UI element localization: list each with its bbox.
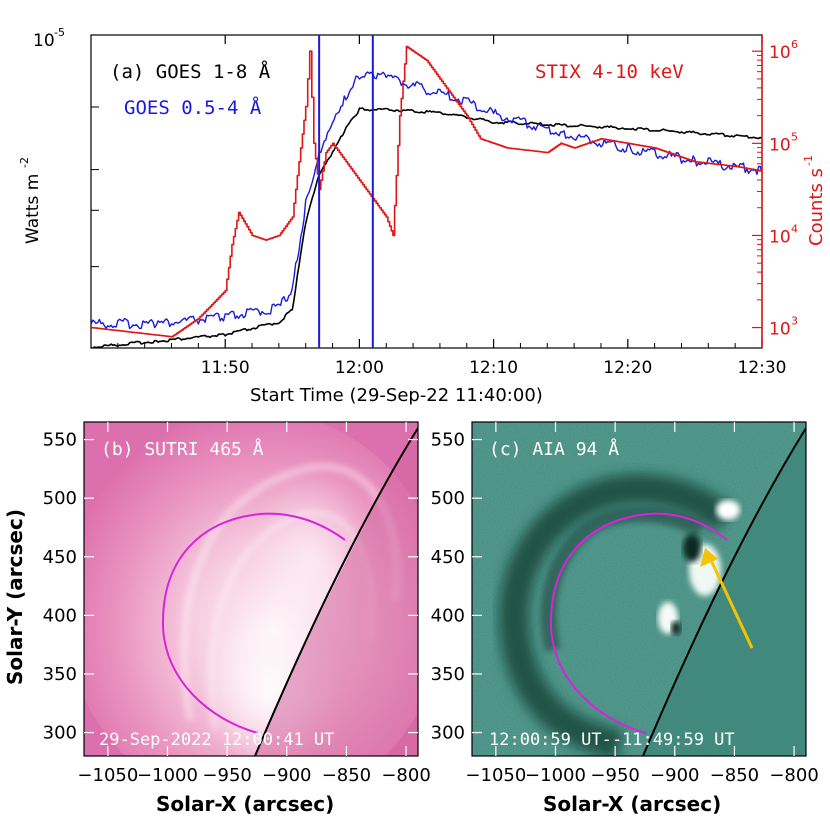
y-tick-label: 300 <box>431 723 465 744</box>
y-right-tick-label: 10 <box>769 320 791 340</box>
x-tick-label: −800 <box>381 765 430 786</box>
x-tick-label: −1000 <box>525 765 586 786</box>
panel-b-sutri-image: (b) SUTRI 465 Å 29-Sep-2022 12:00:41 UT … <box>3 421 431 816</box>
aia-arrow-shaft <box>708 557 754 649</box>
x-tick-label: −850 <box>322 765 371 786</box>
aia-dark-core-2 <box>671 621 681 635</box>
x-tick-label: 12:30 <box>738 358 787 378</box>
aia-fit-loop <box>549 512 728 734</box>
y-right-tick-label: 10 <box>769 43 791 63</box>
y-right-tick-exp: 5 <box>791 130 798 143</box>
sutri-disk-region <box>255 425 418 756</box>
aia-arrow-head <box>700 548 718 567</box>
y-tick-label: 550 <box>431 430 465 451</box>
y-tick-label: 550 <box>43 430 77 451</box>
panel-c-aia-image: (c) AIA 94 Å 12:00:59 UT--11:49:59 UT −1… <box>431 421 819 816</box>
x-tick-label: −950 <box>202 765 251 786</box>
legend-stix: STIX 4-10 keV <box>535 61 684 83</box>
panel-c-title: (c) AIA 94 Å <box>489 438 619 460</box>
x-tick-label: −1000 <box>137 765 198 786</box>
y-right-tick-label: 10 <box>769 135 791 155</box>
y-right-axis-label: Counts s <box>806 168 827 246</box>
y-tick-label: 450 <box>431 547 465 568</box>
y-tick-label: 500 <box>43 488 77 509</box>
y-right-axis-label-sup: -1 <box>802 155 815 166</box>
y-tick-label: 350 <box>43 664 77 685</box>
panel-b-x-axis-label: Solar-X (arcsec) <box>156 792 334 816</box>
panel-b-y-axis-label: Solar-Y (arcsec) <box>3 509 27 685</box>
series-line-goes-long <box>91 107 762 348</box>
aia-dark-shell <box>498 474 735 756</box>
aia-dark-core <box>683 534 701 562</box>
series-line-goes-short <box>91 71 762 330</box>
panel-c-x-axis-label: Solar-X (arcsec) <box>543 792 721 816</box>
x-tick-label: −900 <box>650 765 699 786</box>
y-right-tick-exp: 6 <box>791 38 798 51</box>
x-tick-label: −800 <box>769 765 818 786</box>
y-right-tick-exp: 4 <box>791 222 798 235</box>
y-tick-label: 300 <box>43 723 77 744</box>
aia-limb <box>642 427 806 756</box>
y-left-top-label: 10 <box>33 31 55 51</box>
y-tick-label: 500 <box>431 488 465 509</box>
y-tick-label: 400 <box>431 605 465 626</box>
sutri-limb <box>254 427 418 756</box>
y-tick-label: 350 <box>431 664 465 685</box>
y-tick-label: 450 <box>43 547 77 568</box>
panel-c-frame <box>471 421 807 757</box>
y-left-axis-label: Watts m <box>23 174 43 244</box>
x-tick-label: −950 <box>590 765 639 786</box>
panel-b-frame <box>83 421 419 757</box>
x-tick-label: 12:20 <box>603 358 652 378</box>
y-left-top-exp: -5 <box>54 26 65 39</box>
y-right-tick-label: 10 <box>769 227 791 247</box>
series-line-stix <box>91 45 762 338</box>
x-tick-label: 12:10 <box>469 358 518 378</box>
x-tick-label: 12:00 <box>335 358 384 378</box>
x-axis-label: Start Time (29-Sep-22 11:40:00) <box>250 385 543 406</box>
x-tick-label: −1050 <box>77 765 138 786</box>
legend-goes-long: (a) GOES 1-8 Å <box>110 60 271 83</box>
y-right-tick-exp: 3 <box>791 315 798 328</box>
aia-bright-source-1 <box>716 500 740 520</box>
x-tick-label: 11:50 <box>201 358 250 378</box>
aia-dark-shell-inner <box>540 506 705 653</box>
legend-goes-short: GOES 0.5-4 Å <box>124 96 262 119</box>
panel-b-title: (b) SUTRI 465 Å <box>101 438 264 460</box>
sutri-fit-loop <box>161 512 346 734</box>
y-tick-label: 400 <box>43 605 77 626</box>
x-tick-label: −900 <box>262 765 311 786</box>
x-tick-label: −850 <box>710 765 759 786</box>
panel-c-timestamp: 12:00:59 UT--11:49:59 UT <box>489 730 735 750</box>
panel-b-timestamp: 29-Sep-2022 12:00:41 UT <box>99 730 334 750</box>
y-left-axis-label-sup: -2 <box>18 157 31 168</box>
x-tick-label: −1050 <box>465 765 526 786</box>
